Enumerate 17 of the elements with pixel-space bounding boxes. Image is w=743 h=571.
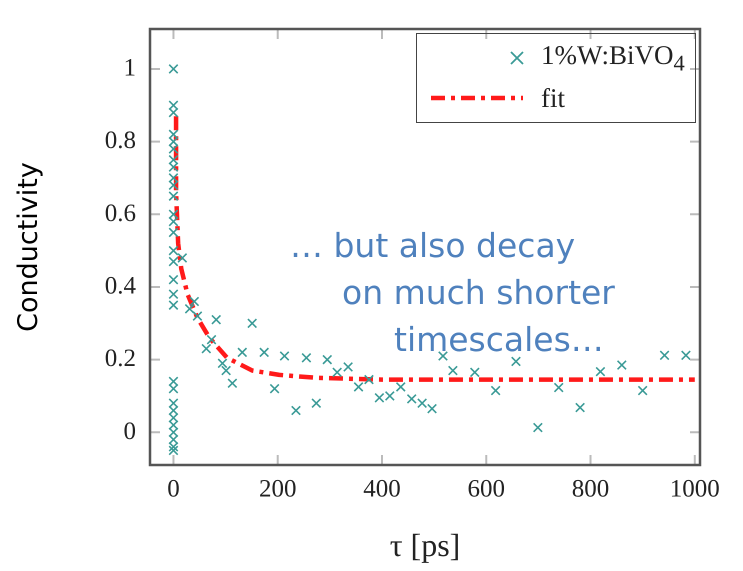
x-tick-label: 600 [468,476,506,503]
x-axis-title: τ [ps] [390,527,460,564]
y-axis-title: Conductivity [13,162,44,332]
x-tick-label: 800 [572,476,610,503]
y-tick-label: 0.8 [104,127,136,154]
x-tick-label: 0 [167,476,180,503]
y-tick-label: 1 [124,54,136,82]
y-tick-label: 0.2 [104,345,136,372]
y-tick-label: 0 [124,418,136,445]
x-tick-label: 200 [258,476,296,503]
x-tick-label: 400 [363,476,401,503]
legend-label: 1%W:BiVO$_{4}$ [541,40,685,76]
y-tick-label: 0.4 [104,272,136,300]
y-tick-label: 0.6 [104,200,136,227]
x-tick-label: 1000 [670,476,720,503]
annotation: … but also decay on much shorter timescales… [290,226,616,359]
legend-label: fit [541,82,565,114]
